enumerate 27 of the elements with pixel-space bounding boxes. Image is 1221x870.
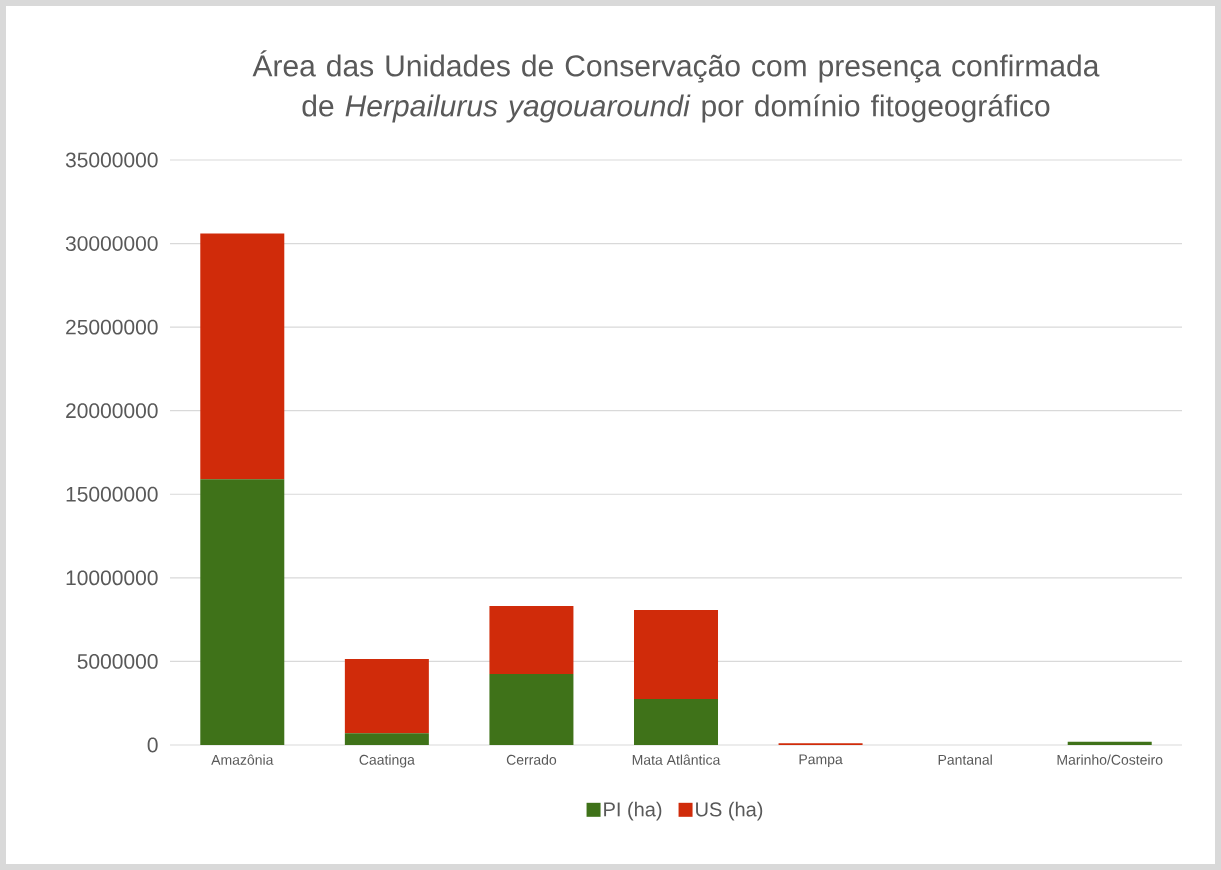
y-tick-label: 15000000 [66, 486, 158, 502]
legend-label: PI (ha) [604, 801, 662, 821]
bar [634, 699, 718, 745]
bar [1067, 741, 1152, 745]
y-tick-label: 35000000 [65, 152, 158, 168]
bar [489, 605, 574, 674]
bar [200, 233, 285, 480]
chart-title: Área das Unidades de Conservação com presença confirmada de Herpailurus yagouaroundi por domínio fitogeográfico [252, 50, 1100, 123]
y-tick-label: 5000000 [77, 653, 158, 669]
bar [344, 658, 429, 734]
bar [344, 733, 429, 745]
x-tick-label: Pantanal [938, 754, 992, 765]
bar [489, 673, 574, 745]
x-tick-label: Marinho/Costeiro [1057, 754, 1163, 765]
x-tick-label: Caatinga [359, 754, 415, 768]
x-tick-label: Cerrado [506, 754, 557, 765]
x-tick-label: Pampa [799, 754, 843, 768]
y-tick-label: 0 [147, 737, 158, 753]
legend-label: US (ha) [696, 801, 763, 821]
y-tick-label: 30000000 [65, 236, 158, 251]
y-tick-label: 20000000 [66, 403, 158, 419]
bar [634, 609, 718, 700]
x-tick-label: Amazônia [211, 754, 274, 765]
y-tick-label: 25000000 [66, 319, 158, 335]
bar [200, 479, 285, 745]
x-tick-label: Mata Atlântica [632, 754, 721, 765]
y-tick-label: 10000000 [66, 570, 158, 586]
